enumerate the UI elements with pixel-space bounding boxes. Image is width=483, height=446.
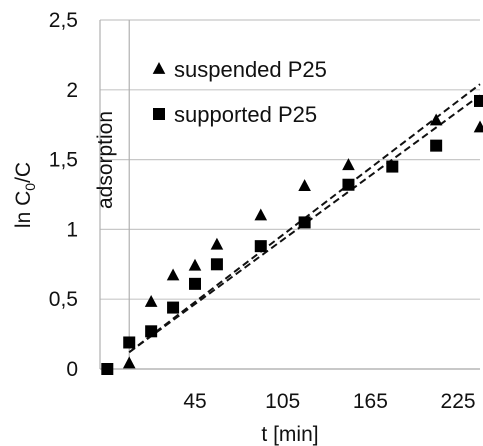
point-triangle xyxy=(254,208,268,221)
y-tick-labels: 0 0,5 1 1,5 2 2,5 xyxy=(49,9,78,381)
point-square xyxy=(298,216,311,229)
point-triangle xyxy=(166,268,180,281)
y-axis-label-main: ln C xyxy=(12,191,35,228)
y-axis-label: ln C0/C xyxy=(12,162,38,228)
data-points xyxy=(101,94,483,375)
y-tick-label: 1 xyxy=(66,218,78,241)
point-square xyxy=(145,325,158,338)
legend-label-supported: supported P25 xyxy=(174,102,317,127)
y-axis-label-tail: /C xyxy=(12,162,35,183)
y-tick-label: 0 xyxy=(66,358,78,381)
point-triangle xyxy=(298,179,311,192)
point-triangle xyxy=(473,120,483,133)
point-triangle xyxy=(210,237,224,250)
point-square xyxy=(254,240,267,253)
legend-entry-supported: supported P25 xyxy=(153,102,317,127)
point-square xyxy=(342,178,355,191)
point-triangle xyxy=(188,258,202,271)
legend-marker-square xyxy=(153,108,165,120)
point-triangle xyxy=(122,356,136,369)
x-tick-label: 165 xyxy=(353,390,388,413)
point-square xyxy=(101,363,114,375)
point-triangle xyxy=(144,294,158,307)
point-triangle xyxy=(342,158,355,171)
point-square xyxy=(430,139,443,152)
point-square xyxy=(210,258,223,271)
y-tick-label: 2 xyxy=(66,79,78,102)
y-tick-label: 1,5 xyxy=(49,149,78,172)
x-tick-label: 225 xyxy=(441,390,476,413)
x-tick-labels: 45 105 165 225 xyxy=(183,390,475,413)
point-triangle xyxy=(429,113,443,126)
legend-label-suspended: suspended P25 xyxy=(174,57,327,82)
x-tick-label: 105 xyxy=(265,390,300,413)
x-axis-label: t [min] xyxy=(261,423,318,446)
y-tick-label: 2,5 xyxy=(49,9,78,32)
legend: suspended P25 supported P25 xyxy=(152,57,327,127)
adsorption-label: adsorption xyxy=(94,111,117,209)
point-square xyxy=(167,301,180,314)
legend-entry-suspended: suspended P25 xyxy=(152,57,327,82)
trendline xyxy=(128,94,481,354)
point-square xyxy=(386,160,399,173)
point-square xyxy=(189,277,201,290)
point-square xyxy=(474,94,483,107)
y-tick-label: 0,5 xyxy=(49,288,78,311)
x-tick-label: 45 xyxy=(183,390,206,413)
point-square xyxy=(123,336,136,349)
y-axis-label-subscript: 0 xyxy=(22,183,38,191)
legend-marker-triangle xyxy=(152,62,166,74)
axes xyxy=(99,20,480,370)
